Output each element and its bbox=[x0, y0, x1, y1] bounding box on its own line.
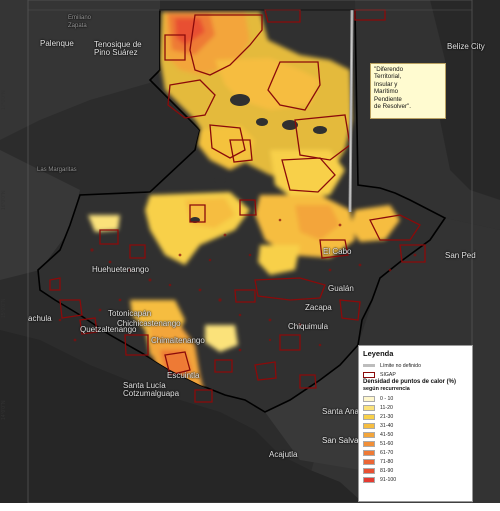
place-label-el-cabo: El Cabo bbox=[323, 247, 352, 256]
heat-gaps bbox=[190, 94, 327, 223]
legend-class-label: 41-50 bbox=[380, 431, 394, 438]
legend-class-row: 21-30 bbox=[363, 412, 468, 421]
legend-class-label: 11-20 bbox=[380, 404, 393, 411]
place-label-belize-city: Belize City bbox=[447, 42, 485, 51]
place-label-san-salvador: San Salva bbox=[322, 436, 359, 445]
legend-class-swatch bbox=[363, 413, 375, 420]
pacific-ocean bbox=[0, 330, 360, 511]
legend-boundary-row: Límite no definido bbox=[363, 361, 468, 370]
place-label-santa-ana: Santa Ana bbox=[322, 407, 359, 416]
place-label-santa-lucia: Santa Lucía Cotzumalguapa bbox=[123, 381, 180, 398]
legend: Leyenda Límite no definido SIGAP Densida… bbox=[358, 345, 473, 502]
lat-label-14: 14°0'0"N bbox=[1, 400, 7, 420]
legend-class-label: 71-80 bbox=[380, 458, 394, 465]
place-label-totonicapan: Totonicapán bbox=[108, 309, 152, 318]
boundary-swatch bbox=[363, 364, 375, 367]
sigap-label: SIGAP bbox=[380, 371, 396, 378]
legend-class-swatch bbox=[363, 467, 375, 474]
place-label-chiquimula: Chiquimula bbox=[288, 322, 329, 331]
place-label-escuintla: Escuintla bbox=[167, 371, 200, 380]
callout-text: "Diferendo Territorial, Insular y Maríti… bbox=[374, 66, 411, 111]
lat-label-15: 15°0'0"N bbox=[1, 298, 7, 318]
lat-label-16: 16°0'0"N bbox=[1, 190, 7, 210]
legend-class-swatch bbox=[363, 422, 375, 429]
legend-title: Leyenda bbox=[363, 349, 394, 358]
legend-class-swatch bbox=[363, 431, 375, 438]
boundary-label: Límite no definido bbox=[380, 362, 421, 369]
legend-class-row: 0 - 10 bbox=[363, 394, 468, 403]
legend-class-swatch bbox=[363, 449, 375, 456]
place-label-zacapa: Zacapa bbox=[305, 303, 332, 312]
legend-classes: 0 - 10 11-20 21-30 31-40 41-50 51-60 61-70 71-8… bbox=[363, 394, 468, 484]
legend-class-swatch bbox=[363, 404, 375, 411]
undefined-boundary-inner bbox=[349, 9, 353, 213]
place-label-chimaltenango: Chimaltenango bbox=[151, 336, 205, 345]
sigap-small-areas bbox=[58, 218, 417, 352]
heat-density-layer bbox=[88, 12, 400, 400]
place-label-achula: achula bbox=[28, 314, 52, 323]
place-label-gualan: Gualán bbox=[328, 284, 354, 293]
legend-class-row: 81-90 bbox=[363, 466, 468, 475]
place-label-quetzaltenango: Quetzaltenango bbox=[80, 325, 137, 334]
legend-class-label: 91-100 bbox=[380, 476, 397, 483]
sigap-swatch bbox=[363, 371, 375, 378]
legend-class-label: 81-90 bbox=[380, 467, 394, 474]
mexico-terrain bbox=[0, 0, 160, 140]
legend-class-row: 71-80 bbox=[363, 457, 468, 466]
place-label-huehuetenango: Huehuetenango bbox=[92, 265, 149, 274]
legend-class-label: 31-40 bbox=[380, 422, 394, 429]
legend-class-row: 51-60 bbox=[363, 439, 468, 448]
lat-label-17: 17°0'0"N bbox=[1, 90, 7, 110]
legend-class-swatch bbox=[363, 440, 375, 447]
legend-class-swatch bbox=[363, 476, 375, 483]
legend-class-label: 61-70 bbox=[380, 449, 394, 456]
el-salvador-terrain bbox=[265, 345, 380, 470]
place-label-emiliano-zapata: Emiliano Zapata bbox=[68, 15, 92, 29]
legend-class-label: 0 - 10 bbox=[380, 395, 394, 402]
place-label-las-margaritas: Las Margaritas bbox=[37, 167, 77, 173]
legend-class-label: 21-30 bbox=[380, 413, 394, 420]
legend-class-row: 91-100 bbox=[363, 475, 468, 484]
legend-class-label: 51-60 bbox=[380, 440, 394, 447]
density-title: Densidad de puntos de calor (%) bbox=[363, 379, 457, 385]
place-label-acajutla: Acajutla bbox=[269, 450, 298, 459]
place-label-palenque: Palenque bbox=[40, 39, 74, 48]
bottom-strip bbox=[0, 503, 500, 511]
chiapas-terrain bbox=[0, 150, 80, 280]
caribbean-sea bbox=[430, 0, 500, 200]
legend-class-row: 31-40 bbox=[363, 421, 468, 430]
density-subtitle: según recurrencia bbox=[363, 386, 410, 392]
place-label-san-pedro: San Ped bbox=[445, 251, 476, 260]
legend-class-swatch bbox=[363, 458, 375, 465]
place-label-chichicastenango: Chichicastenango bbox=[117, 319, 181, 328]
place-label-tenosique: Tenosique de Pino Suárez bbox=[94, 40, 142, 57]
legend-class-row: 11-20 bbox=[363, 403, 468, 412]
legend-class-row: 41-50 bbox=[363, 430, 468, 439]
legend-class-row: 61-70 bbox=[363, 448, 468, 457]
legend-class-swatch bbox=[363, 395, 375, 402]
legend-sigap-row: SIGAP bbox=[363, 370, 468, 379]
territorial-dispute-callout: "Diferendo Territorial, Insular y Maríti… bbox=[370, 63, 446, 119]
